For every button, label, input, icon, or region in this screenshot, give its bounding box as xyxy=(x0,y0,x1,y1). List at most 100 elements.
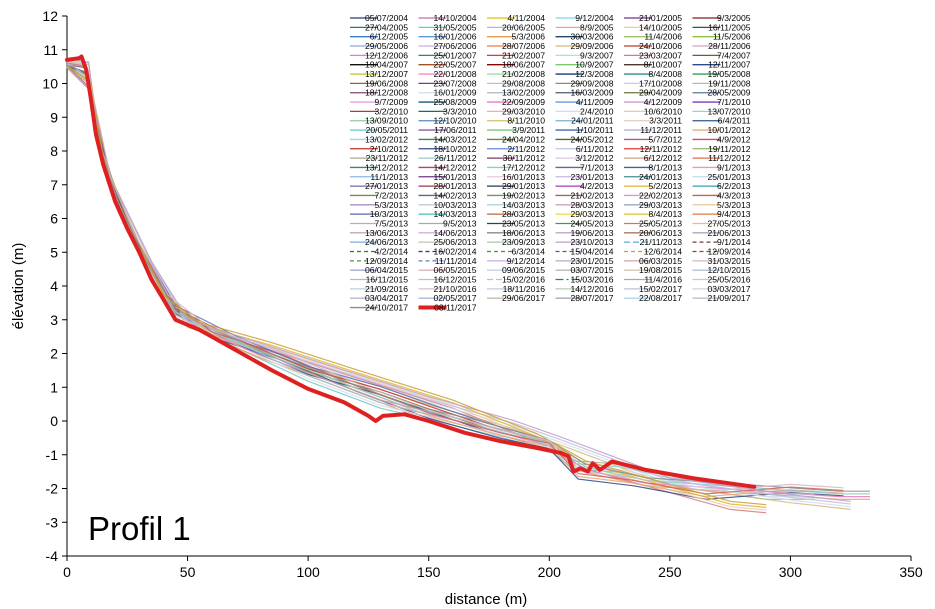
legend-item: 16/12/2015 xyxy=(418,275,477,285)
legend-item: 10/6/2010 xyxy=(624,106,682,116)
legend-item: 22/09/2009 xyxy=(487,97,545,107)
legend-item: 9/12/2014 xyxy=(487,256,545,266)
legend-item: 08/11/2017 xyxy=(418,303,477,313)
legend-label: 14/12/2016 xyxy=(570,284,613,294)
legend-item: 16/03/2009 xyxy=(555,88,614,98)
legend-label: 13/09/2010 xyxy=(365,116,408,126)
legend-item: 23/05/2013 xyxy=(487,218,545,228)
legend-item: 27/01/2013 xyxy=(350,181,408,191)
legend-item: 8/11/2010 xyxy=(487,116,545,126)
legend-label: 20/06/2005 xyxy=(502,22,545,32)
legend-label: 06/05/2015 xyxy=(433,265,476,275)
legend-item: 16/01/2006 xyxy=(418,32,477,42)
legend-label: 29/01/2013 xyxy=(502,181,545,191)
legend-label: 22/09/2009 xyxy=(502,97,545,107)
legend-item: 9/12/2004 xyxy=(555,13,614,23)
legend-item: 3/9/2011 xyxy=(487,125,545,135)
legend-item: 20/06/2005 xyxy=(487,22,545,32)
legend-label: 13/07/2010 xyxy=(707,106,750,116)
legend-item: 26/11/2012 xyxy=(418,153,477,163)
legend-label: 13/06/2013 xyxy=(365,228,408,238)
legend-label: 11/4/2006 xyxy=(644,32,682,42)
legend-label: 21/02/2008 xyxy=(502,69,545,79)
x-tick-label: 0 xyxy=(63,564,71,580)
legend-item: 30/11/2012 xyxy=(487,153,545,163)
legend-label: 12/11/2007 xyxy=(708,60,751,70)
legend-item: 18/10/2012 xyxy=(418,144,477,154)
legend-item: 4/12/2009 xyxy=(624,97,682,107)
legend-label: 23/09/2013 xyxy=(502,237,545,247)
legend-item: 23/03/2007 xyxy=(624,50,682,60)
legend-label: 24/01/2011 xyxy=(571,116,614,126)
x-tick-label: 300 xyxy=(779,564,803,580)
legend-item: 15/02/2016 xyxy=(487,275,545,285)
legend-label: 11/11/2014 xyxy=(435,256,477,266)
legend-label: 7/1/2010 xyxy=(717,97,751,107)
legend-item: 27/06/2006 xyxy=(418,41,477,51)
legend-item: 14/10/2005 xyxy=(624,22,682,32)
legend-item: 24/05/2013 xyxy=(555,218,614,228)
legend-label: 28/07/2006 xyxy=(502,41,545,51)
legend-label: 16/01/2006 xyxy=(433,32,476,42)
legend-item: 14/06/2013 xyxy=(418,228,477,238)
legend-item: 22/02/2013 xyxy=(624,190,682,200)
legend-label: 14/03/2013 xyxy=(433,209,476,219)
legend-item: 28/05/2009 xyxy=(692,88,751,98)
legend-label: 7/5/2013 xyxy=(375,218,409,228)
legend-item: 7/1/2010 xyxy=(692,97,751,107)
legend-label: 20/06/2013 xyxy=(639,228,682,238)
profile-line xyxy=(66,64,767,506)
legend-label: 4/9/2012 xyxy=(717,134,751,144)
legend-label: 03/03/2017 xyxy=(707,284,750,294)
legend-label: 5/3/2006 xyxy=(512,32,546,42)
legend-label: 10/9/2007 xyxy=(575,60,613,70)
legend-item: 6/3/2014 xyxy=(487,247,545,257)
y-axis-title: élévation (m) xyxy=(10,243,27,330)
legend-label: 21/09/2017 xyxy=(707,293,750,303)
legend-item: 28/07/2017 xyxy=(555,293,614,303)
legend-label: 9/1/2013 xyxy=(717,162,751,172)
legend-item: 23/01/2013 xyxy=(555,172,614,182)
legend-item: 16/11/2005 xyxy=(692,22,751,32)
legend-item: 25/06/2013 xyxy=(418,237,477,247)
legend-label: 23/01/2013 xyxy=(570,172,613,182)
legend-item: 13/12/2007 xyxy=(350,69,408,79)
legend-label: 30/03/2006 xyxy=(570,32,613,42)
legend-item: 3/3/2010 xyxy=(418,106,477,116)
legend-item: 23/07/2008 xyxy=(418,78,477,88)
legend-label: 21/02/2007 xyxy=(502,50,545,60)
legend-label: 25/06/2013 xyxy=(433,237,476,247)
legend-item: 19/04/2007 xyxy=(350,60,408,70)
legend-label: 25/01/2013 xyxy=(707,172,750,182)
legend-label: 21/10/2016 xyxy=(433,284,476,294)
legend-label: 8/10/2007 xyxy=(644,60,682,70)
legend-item: 28/01/2013 xyxy=(418,181,477,191)
y-tick-label: -1 xyxy=(46,447,59,463)
legend-label: 28/07/2017 xyxy=(570,293,613,303)
legend-item: 14/10/2004 xyxy=(418,13,477,23)
legend-item: 23/01/2015 xyxy=(555,256,614,266)
legend-label: 12/6/2014 xyxy=(644,247,682,257)
legend-label: 12/09/2014 xyxy=(707,247,750,257)
legend-item: 16/01/2013 xyxy=(487,172,545,182)
legend-label: 24/01/2013 xyxy=(639,172,682,182)
legend-label: 29/04/2009 xyxy=(639,88,682,98)
legend-label: 22/05/2007 xyxy=(433,60,476,70)
legend-label: 15/03/2016 xyxy=(570,275,613,285)
legend-label: 26/11/2012 xyxy=(434,153,477,163)
profile-line xyxy=(66,64,870,492)
legend-label: 3/9/2011 xyxy=(512,125,545,135)
legend-item: 3/12/2012 xyxy=(555,153,614,163)
legend-item: 29/05/2006 xyxy=(350,41,408,51)
y-tick-label: -2 xyxy=(46,481,59,497)
legend-item: 28/03/2013 xyxy=(487,209,545,219)
legend-item: 27/05/2013 xyxy=(692,218,751,228)
legend-item: 21/11/2013 xyxy=(624,237,682,247)
legend-label: 23/10/2013 xyxy=(570,237,613,247)
legend-item: 8/4/2013 xyxy=(624,209,682,219)
y-tick-label: 5 xyxy=(50,244,58,260)
legend-label: 19/06/2008 xyxy=(365,78,408,88)
legend-label: 25/08/2009 xyxy=(433,97,476,107)
legend-item: 12/12/2006 xyxy=(350,50,408,60)
legend-label: 7/1/2013 xyxy=(580,162,614,172)
